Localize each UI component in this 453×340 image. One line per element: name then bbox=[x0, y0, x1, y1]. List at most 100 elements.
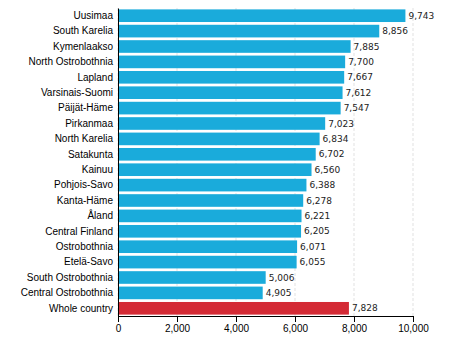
bar bbox=[118, 210, 302, 223]
x-tick-mark bbox=[354, 316, 355, 322]
bar bbox=[118, 86, 343, 99]
data-label: 7,700 bbox=[348, 57, 374, 67]
data-label: 9,743 bbox=[408, 11, 434, 21]
bar bbox=[118, 71, 344, 84]
y-tick: Pohjois-Savo bbox=[54, 179, 118, 190]
data-label: 6,388 bbox=[309, 180, 335, 190]
bar bbox=[118, 148, 316, 161]
data-label: 6,221 bbox=[305, 211, 331, 221]
y-tick-label: Central Ostrobothnia bbox=[21, 287, 114, 298]
y-tick-label: North Ostrobothnia bbox=[29, 56, 114, 67]
y-tick-label: Uusimaa bbox=[74, 10, 114, 21]
y-tick: North Karelia bbox=[55, 133, 118, 144]
x-tick-label: 2,000 bbox=[165, 323, 190, 334]
x-tick-label: 6,000 bbox=[283, 323, 308, 334]
x-tick-label: 0 bbox=[116, 323, 122, 334]
data-label: 7,667 bbox=[347, 72, 373, 82]
bar bbox=[118, 9, 405, 22]
data-label: 6,560 bbox=[315, 165, 341, 175]
plot: 0 2,000 4,000 6,000 8,000 10,000 Whole country… bbox=[21, 8, 434, 334]
data-label: 6,278 bbox=[306, 196, 332, 206]
data-label: 5,006 bbox=[269, 273, 295, 283]
bar bbox=[118, 163, 312, 176]
y-tick: Whole country bbox=[49, 303, 118, 314]
x-tick: 10,000 bbox=[398, 316, 429, 334]
data-label: 4,905 bbox=[266, 288, 292, 298]
data-label: 7,023 bbox=[328, 119, 354, 129]
grid-line bbox=[177, 8, 178, 316]
y-tick: Central Ostrobothnia bbox=[21, 287, 118, 298]
bar bbox=[118, 25, 379, 38]
grid-line bbox=[295, 8, 296, 316]
bar bbox=[118, 40, 351, 53]
bar bbox=[118, 225, 301, 238]
x-tick-mark bbox=[295, 316, 296, 322]
grid-line bbox=[118, 8, 119, 316]
x-tick-label: 10,000 bbox=[398, 323, 429, 334]
x-axis-line bbox=[119, 317, 414, 323]
y-tick-label: Varsinais-Suomi bbox=[41, 87, 113, 98]
bar bbox=[118, 179, 306, 192]
data-label: 6,834 bbox=[323, 134, 349, 144]
chart: 0 2,000 4,000 6,000 8,000 10,000 Whole country… bbox=[0, 0, 453, 340]
y-tick: Uusimaa bbox=[74, 10, 118, 21]
bar bbox=[118, 302, 349, 315]
y-tick: Päijät-Häme bbox=[58, 102, 118, 113]
x-tick-mark bbox=[236, 316, 237, 322]
y-tick: Lapland bbox=[77, 72, 118, 83]
y-tick-label: Kanta-Häme bbox=[57, 195, 114, 206]
y-tick-label: Satakunta bbox=[68, 149, 113, 160]
y-tick: South Ostrobothnia bbox=[27, 272, 118, 283]
data-label: 6,055 bbox=[300, 257, 326, 267]
y-tick: Satakunta bbox=[68, 149, 118, 160]
y-tick-label: Central Finland bbox=[45, 226, 113, 237]
data-label: 6,702 bbox=[319, 149, 345, 159]
y-tick: North Ostrobothnia bbox=[29, 56, 119, 67]
bar bbox=[118, 133, 320, 146]
data-label: 7,612 bbox=[346, 88, 372, 98]
data-label: 7,885 bbox=[354, 42, 380, 52]
y-tick-label: Etelä-Savo bbox=[64, 256, 113, 267]
bar bbox=[118, 56, 345, 69]
y-tick: Central Finland bbox=[45, 226, 118, 237]
x-tick: 4,000 bbox=[224, 316, 249, 334]
y-tick-label: Lapland bbox=[77, 72, 113, 83]
bar bbox=[118, 256, 297, 269]
y-tick: Åland bbox=[87, 209, 118, 221]
bar bbox=[118, 194, 303, 207]
grid-line bbox=[236, 8, 237, 316]
grid bbox=[118, 8, 413, 316]
data-label: 8,856 bbox=[382, 26, 408, 36]
x-tick: 8,000 bbox=[342, 316, 367, 334]
data-labels: 7,8284,9055,0066,0556,0716,2056,2216,278… bbox=[266, 11, 434, 314]
data-label: 7,547 bbox=[344, 103, 370, 113]
bars bbox=[118, 9, 405, 314]
bar bbox=[118, 240, 297, 253]
grid-line bbox=[354, 8, 355, 316]
data-label: 6,071 bbox=[300, 242, 326, 252]
y-tick: Varsinais-Suomi bbox=[41, 87, 118, 98]
y-tick-label: Åland bbox=[87, 209, 113, 221]
x-tick-mark bbox=[413, 316, 414, 322]
bar bbox=[118, 271, 266, 284]
x-tick-mark bbox=[177, 316, 178, 322]
y-tick-label: Kainuu bbox=[82, 164, 113, 175]
y-tick: Kymenlaakso bbox=[53, 41, 118, 52]
y-tick-label: Päijät-Häme bbox=[58, 102, 113, 113]
y-tick-label: North Karelia bbox=[55, 133, 114, 144]
y-tick-label: Ostrobothnia bbox=[56, 241, 114, 252]
x-tick-mark bbox=[118, 316, 119, 322]
y-tick-label: Kymenlaakso bbox=[53, 41, 113, 52]
y-tick-label: South Ostrobothnia bbox=[27, 272, 114, 283]
y-tick: Kanta-Häme bbox=[57, 195, 118, 206]
x-tick: 2,000 bbox=[165, 316, 190, 334]
y-tick: Ostrobothnia bbox=[56, 241, 118, 252]
y-tick-label: Whole country bbox=[49, 303, 113, 314]
y-tick: Etelä-Savo bbox=[64, 256, 118, 267]
y-tick-label: South Karelia bbox=[53, 25, 113, 36]
data-label: 6,205 bbox=[304, 226, 330, 236]
x-tick: 6,000 bbox=[283, 316, 308, 334]
y-axis-line bbox=[118, 9, 119, 317]
x-tick-label: 4,000 bbox=[224, 323, 249, 334]
grid-line bbox=[413, 8, 414, 316]
